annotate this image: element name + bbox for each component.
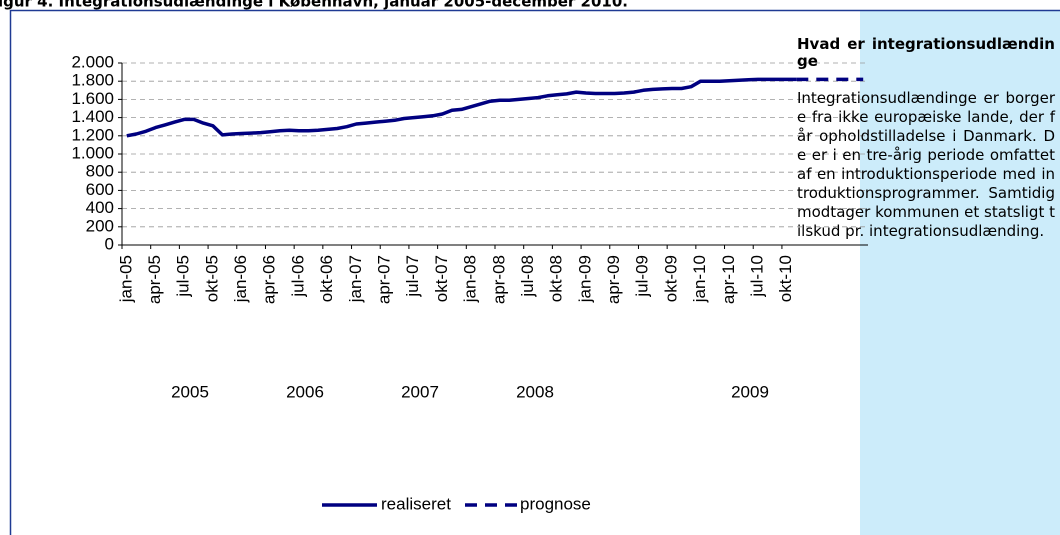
y-tick-label: 0	[105, 234, 114, 253]
x-tick-label: apr-06	[260, 255, 279, 304]
x-tick-label: jan-06	[231, 255, 250, 303]
y-tick-label: 1.800	[71, 71, 114, 90]
y-tick-label: 400	[86, 198, 114, 217]
x-tick-label: apr-09	[604, 255, 623, 304]
x-tick-label: okt-08	[547, 255, 566, 302]
x-tick-label: jan-07	[346, 255, 365, 303]
x-tick-label: jul-10	[747, 255, 766, 298]
year-label: 2007	[401, 382, 439, 401]
x-tick-label: okt-09	[661, 255, 680, 302]
series-line	[126, 77, 797, 138]
year-label: 2006	[286, 382, 324, 401]
y-tick-label: 200	[86, 216, 114, 235]
x-tick-label: okt-06	[317, 255, 336, 302]
sidebar: Hvad er integrationsudlændinge Integrati…	[797, 36, 1055, 241]
y-tick-label: 600	[86, 180, 114, 199]
chart-title: igur 4. Integrationsudlændinge i Københa…	[0, 0, 628, 11]
x-tick-label: jul-06	[288, 255, 307, 298]
x-tick-label: jul-08	[518, 255, 537, 298]
sidebar-heading: Hvad er integrationsudlændinge	[797, 35, 1055, 70]
x-tick-label: jul-07	[403, 255, 422, 298]
x-tick-label: jul-05	[174, 255, 193, 298]
year-label: 2005	[171, 382, 209, 401]
legend-label: prognose	[520, 494, 591, 513]
x-tick-label: apr-07	[374, 255, 393, 304]
year-label: 2008	[516, 382, 554, 401]
y-tick-label: 1.000	[71, 143, 114, 162]
x-tick-label: okt-10	[776, 255, 795, 302]
x-tick-label: okt-07	[432, 255, 451, 302]
x-tick-label: apr-05	[145, 255, 164, 304]
x-tick-label: jan-08	[461, 255, 480, 303]
x-tick-label: jan-09	[575, 255, 594, 303]
frame	[9, 9, 1060, 535]
x-tick-label: apr-10	[719, 255, 738, 304]
y-tick-label: 1.600	[71, 89, 114, 108]
x-tick-label: apr-08	[489, 255, 508, 304]
y-tick-label: 1.400	[71, 107, 114, 126]
x-tick-label: jul-09	[633, 255, 652, 298]
y-tick-label: 2.000	[71, 52, 114, 71]
legend-label: realiseret	[381, 494, 451, 513]
sidebar-panel	[860, 10, 1060, 535]
year-label: 2009	[731, 382, 769, 401]
x-tick-label: jan-05	[116, 255, 135, 303]
sidebar-body: Integrationsudlændinge er borgere fra ik…	[797, 89, 1055, 240]
y-tick-label: 1.200	[71, 125, 114, 144]
y-tick-label: 800	[86, 162, 114, 181]
x-tick-label: okt-05	[202, 255, 221, 302]
x-tick-label: jan-10	[690, 255, 709, 303]
